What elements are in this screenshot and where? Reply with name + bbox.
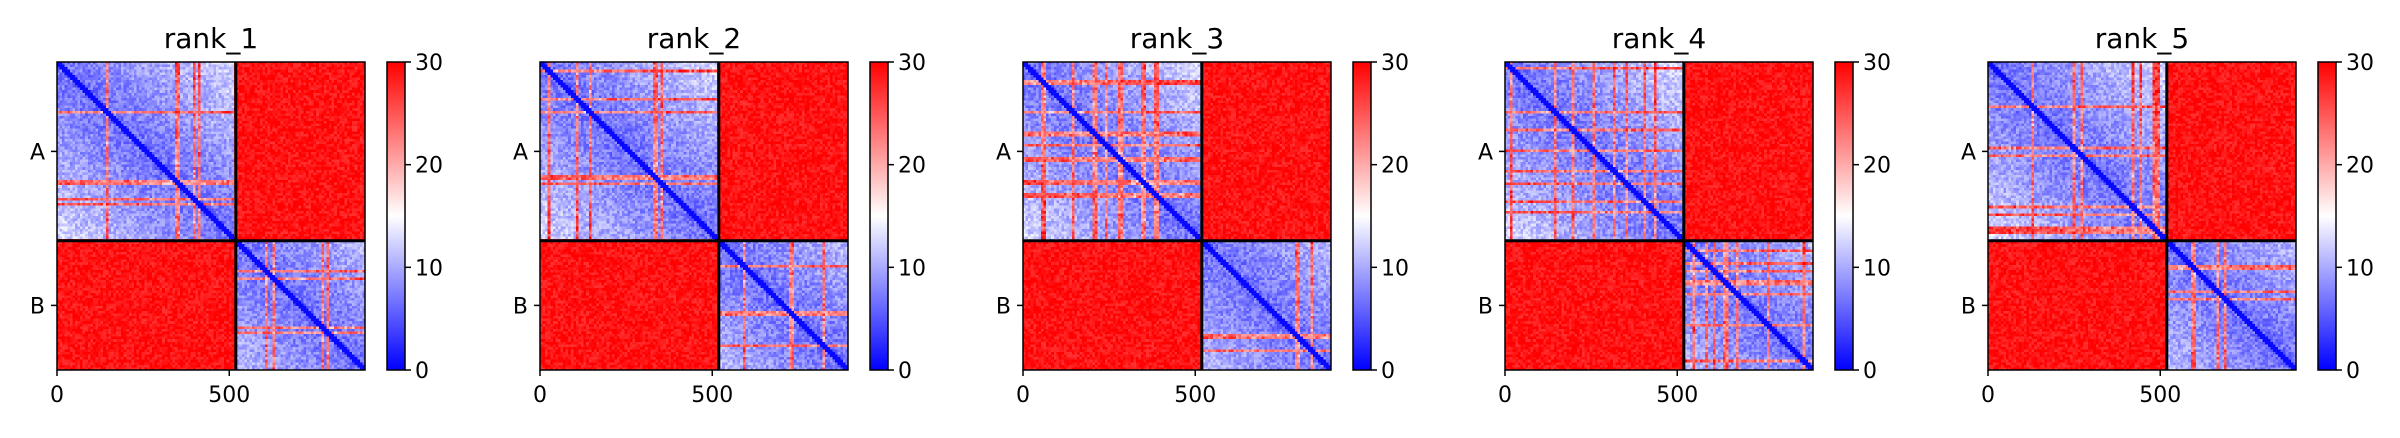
chain-label-B: B xyxy=(30,294,45,319)
xtick-label: 0 xyxy=(1981,383,1995,408)
colorbar-tick-label: 0 xyxy=(415,359,429,384)
xtick-label: 0 xyxy=(50,383,64,408)
colorbar-tick-label: 20 xyxy=(415,154,443,179)
colorbar-tick-label: 0 xyxy=(1381,359,1395,384)
chain-label-B: B xyxy=(1478,294,1493,319)
panel-title: rank_1 xyxy=(164,22,258,55)
chain-label-A: A xyxy=(1961,140,1976,165)
pae-heatmap xyxy=(540,62,848,370)
colorbar xyxy=(869,61,889,371)
colorbar-tick-label: 20 xyxy=(1863,154,1891,179)
colorbar-tick-label: 10 xyxy=(1381,256,1409,281)
colorbar-tick-label: 10 xyxy=(2346,256,2374,281)
colorbar-tick-label: 20 xyxy=(1381,154,1409,179)
colorbar-tick-label: 30 xyxy=(2346,51,2374,76)
chain-label-B: B xyxy=(513,294,528,319)
chain-label-A: A xyxy=(1478,140,1493,165)
colorbar-tick-label: 10 xyxy=(415,256,443,281)
colorbar xyxy=(386,61,406,371)
chain-label-B: B xyxy=(1961,294,1976,319)
colorbar-tick-label: 0 xyxy=(898,359,912,384)
axes-frame xyxy=(539,61,849,371)
xtick-label: 500 xyxy=(1174,383,1216,408)
colorbar xyxy=(1834,61,1854,371)
axes-frame xyxy=(1987,61,2297,371)
panel-title: rank_2 xyxy=(647,22,741,55)
colorbar-tick-label: 20 xyxy=(2346,154,2374,179)
colorbar-tick-label: 30 xyxy=(415,51,443,76)
panel-title: rank_4 xyxy=(1612,22,1706,55)
colorbar-tick-label: 0 xyxy=(1863,359,1877,384)
panel-title: rank_5 xyxy=(2095,22,2189,55)
panel-rank_2: rank_2 A B 0 500 0 10 20 30 xyxy=(513,22,926,408)
chain-label-A: A xyxy=(513,140,528,165)
panel-title: rank_3 xyxy=(1130,22,1224,55)
chain-label-A: A xyxy=(30,140,45,165)
chain-label-B: B xyxy=(996,294,1011,319)
panel-rank_4: rank_4 A B 0 500 0 10 20 30 xyxy=(1478,22,1891,408)
panel-rank_3: rank_3 A B 0 500 0 10 20 30 xyxy=(996,22,1409,408)
chain-label-A: A xyxy=(996,140,1011,165)
colorbar-tick-label: 30 xyxy=(898,51,926,76)
panel-rank_5: rank_5 A B 0 500 0 10 20 30 xyxy=(1961,22,2374,408)
pae-heatmap xyxy=(1505,62,1813,370)
colorbar-tick-label: 20 xyxy=(898,154,926,179)
panel-rank_1: rank_1 A B 0 500 0 10 20 30 xyxy=(30,22,443,408)
xtick-label: 500 xyxy=(691,383,733,408)
xtick-label: 0 xyxy=(1016,383,1030,408)
xtick-label: 0 xyxy=(1498,383,1512,408)
axes-frame xyxy=(56,61,366,371)
colorbar-tick-label: 30 xyxy=(1863,51,1891,76)
colorbar-tick-label: 10 xyxy=(1863,256,1891,281)
colorbar-tick-label: 30 xyxy=(1381,51,1409,76)
axes-frame xyxy=(1022,61,1332,371)
xtick-label: 500 xyxy=(2139,383,2181,408)
xtick-label: 0 xyxy=(533,383,547,408)
axes-frame xyxy=(1504,61,1814,371)
colorbar-tick-label: 10 xyxy=(898,256,926,281)
colorbar-tick-label: 0 xyxy=(2346,359,2360,384)
pae-heatmap xyxy=(57,62,365,370)
pae-heatmap xyxy=(1988,62,2296,370)
colorbar xyxy=(2317,61,2337,371)
xtick-label: 500 xyxy=(1656,383,1698,408)
pae-heatmap xyxy=(1023,62,1331,370)
colorbar xyxy=(1352,61,1372,371)
xtick-label: 500 xyxy=(208,383,250,408)
